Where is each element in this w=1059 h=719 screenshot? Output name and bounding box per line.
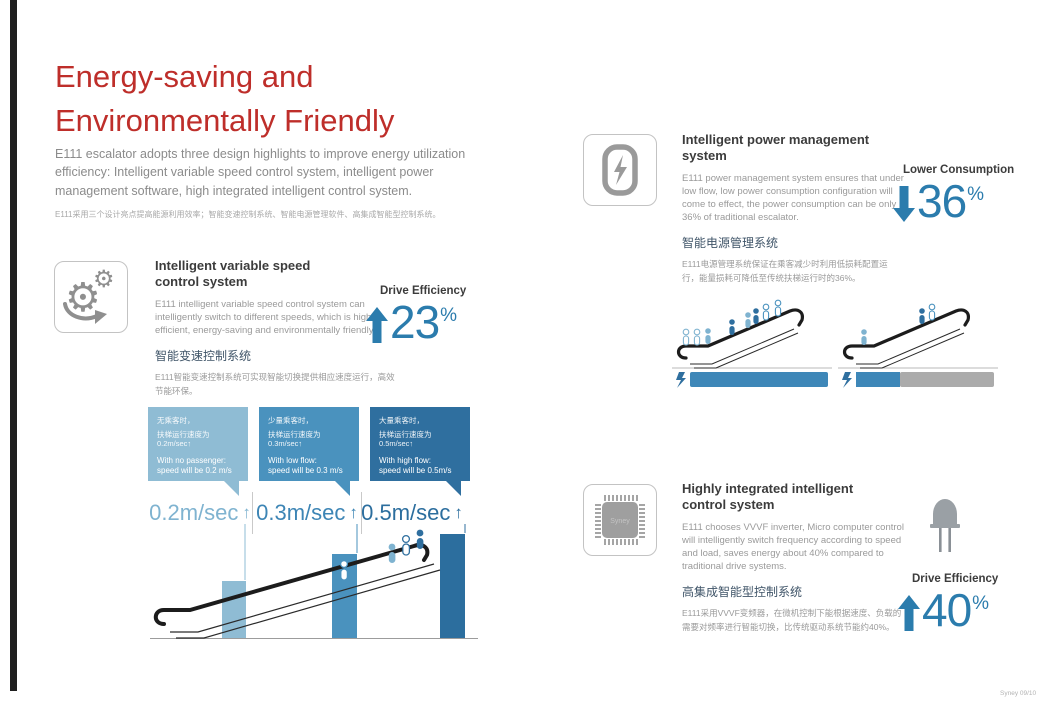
power-bar-full (690, 372, 828, 387)
power-management-body-zh: E111电源管理系统保证在乘客减少时利用低损耗配置运行，能量损耗可降低至传统扶梯… (682, 259, 888, 283)
bubble-no-passenger: 无乘客时， 扶梯运行速度为0.2m/sec↑ With no passenger… (148, 407, 248, 496)
up-arrow-glyph: ↑ (454, 503, 463, 522)
stat-unit: % (967, 184, 985, 205)
page-title: Energy-saving and Environmentally Friendl… (55, 55, 394, 143)
person-outline-icon (693, 328, 701, 346)
up-arrow-glyph: ↑ (242, 503, 251, 522)
speed-label-05: 0.5m/sec ↑ (361, 500, 463, 525)
bubble-zh-line2: 扶梯运行速度为0.2m/sec↑ (157, 430, 210, 448)
person-icon (729, 319, 735, 335)
person-icon (745, 312, 751, 328)
page-edge-bar (10, 0, 17, 691)
integrated-control-heading-zh: 高集成智能型控制系统 (682, 585, 803, 599)
bubble-zh-line1: 无乘客时， (157, 416, 195, 425)
chip-icon: Syney (595, 495, 645, 545)
page-footer: Syney 09/10 (1000, 690, 1037, 697)
integrated-control-body-en: E111 chooses VVVF inverter, Micro comput… (682, 522, 904, 572)
divider (361, 492, 362, 534)
bubble-zh-line2: 扶梯运行速度为0.3m/sec↑ (268, 430, 321, 448)
variable-speed-heading-zh: 智能变速控制系统 (155, 349, 252, 363)
integrated-control-text-block: Highly integrated intelligent control sy… (682, 481, 904, 634)
bubble-tail (334, 480, 350, 496)
integrated-control-icon-box: Syney (583, 484, 657, 556)
up-arrow-glyph: ↑ (349, 503, 358, 522)
bubble-zh-line1: 大量乘客时， (379, 416, 424, 425)
speed-label-02: 0.2m/sec ↑ (149, 500, 251, 525)
bubble-tail (445, 480, 461, 496)
drive-efficiency-stat-2: Drive Efficiency 40 % (898, 573, 999, 636)
person-icon (919, 308, 925, 324)
variable-speed-body-zh: E111智能变速控制系统可实现智能切换提供相应速度运行，高效节能环保。 (155, 372, 395, 396)
stat-value: 36 (917, 175, 967, 227)
person-icon (861, 329, 867, 345)
drive-efficiency-stat: Drive Efficiency 23 % (366, 285, 467, 348)
lightning-icon (676, 372, 686, 388)
page-title-line2: Environmentally Friendly (55, 102, 395, 138)
down-arrow-icon (893, 186, 915, 222)
stat-value: 40 (922, 584, 972, 636)
bubble-tail (223, 480, 239, 496)
variable-speed-body-en: E111 intelligent variable speed control … (155, 299, 376, 336)
power-bar-saved (900, 372, 994, 387)
page-title-line1: Energy-saving and (55, 58, 314, 94)
power-management-text-block: Intelligent power management system E111… (682, 132, 904, 285)
stat-unit: % (440, 305, 458, 326)
rotation-arrow-icon (63, 302, 107, 324)
escalator-full-load-illustration (672, 299, 832, 388)
stat-label: Drive Efficiency (912, 573, 999, 585)
chip-label: Syney (610, 518, 630, 525)
lower-consumption-stat: Lower Consumption 36 % (893, 164, 1015, 227)
power-management-body-en: E111 power management system ensures tha… (682, 173, 904, 223)
bubble-en: With no passenger: speed will be 0.2 m/s (157, 456, 232, 475)
speed-label-03: 0.3m/sec ↑ (256, 500, 358, 525)
person-icon (753, 308, 759, 324)
person-outline-icon (682, 328, 690, 346)
led-diode-icon (930, 499, 960, 552)
variable-speed-icon-box: ⚙ ⚙ (54, 261, 128, 333)
speed-bar-chart-escalator-illustration (150, 524, 478, 639)
power-management-icon-box (583, 134, 657, 206)
stat-value: 23 (390, 296, 440, 348)
divider (252, 492, 253, 534)
stat-unit: % (972, 593, 990, 614)
bubble-en: With low flow: speed will be 0.3 m/s (268, 456, 343, 475)
variable-speed-heading: Intelligent variable speed control syste… (155, 258, 311, 289)
escalator-low-load-illustration (838, 303, 998, 388)
up-arrow-icon (366, 307, 388, 343)
speed-labels-row: 0.2m/sec ↑ 0.3m/sec ↑ 0.5m/sec ↑ (148, 492, 463, 534)
person-outline-icon (928, 303, 936, 321)
bubble-high-flow: 大量乘客时， 扶梯运行速度为0.5m/sec↑ With high flow: … (370, 407, 470, 496)
up-arrow-icon (898, 595, 920, 631)
person-icon (416, 529, 424, 549)
bubble-en: With high flow: speed will be 0.5m/s (379, 456, 452, 475)
person-outline-icon (762, 303, 770, 321)
person-icon (388, 543, 396, 563)
person-icon (705, 328, 711, 344)
stat-label: Drive Efficiency (380, 285, 467, 297)
battery-charging-icon (602, 144, 638, 196)
integrated-control-heading: Highly integrated intelligent control sy… (682, 481, 854, 512)
person-outline-icon (774, 299, 782, 317)
power-management-heading-zh: 智能电源管理系统 (682, 236, 779, 250)
power-management-heading: Intelligent power management system (682, 132, 870, 163)
gear-small-icon: ⚙ (93, 266, 115, 293)
variable-speed-text-block: Intelligent variable speed control syste… (155, 258, 397, 398)
intro-paragraph-zh: E111采用三个设计亮点提高能源利用效率；智能变速控制系统、智能电源管理软件、高… (55, 210, 441, 219)
person-outline-icon (339, 559, 349, 581)
bubble-low-flow: 少量乘客时， 扶梯运行速度为0.3m/sec↑ With low flow: s… (259, 407, 359, 496)
bubble-zh-line2: 扶梯运行速度为0.5m/sec↑ (379, 430, 432, 448)
stat-label: Lower Consumption (903, 164, 1015, 176)
power-bar-used (856, 372, 900, 387)
lightning-icon (842, 372, 852, 388)
person-outline-icon (401, 534, 411, 556)
bubble-zh-line1: 少量乘客时， (268, 416, 313, 425)
intro-paragraph-en: E111 escalator adopts three design highl… (55, 146, 466, 198)
integrated-control-body-zh: E111采用VVVF变频器，在微机控制下能根据速度、负载的需要对频率进行智能切换… (682, 608, 902, 632)
speed-bubbles: 无乘客时， 扶梯运行速度为0.2m/sec↑ With no passenger… (148, 407, 470, 496)
